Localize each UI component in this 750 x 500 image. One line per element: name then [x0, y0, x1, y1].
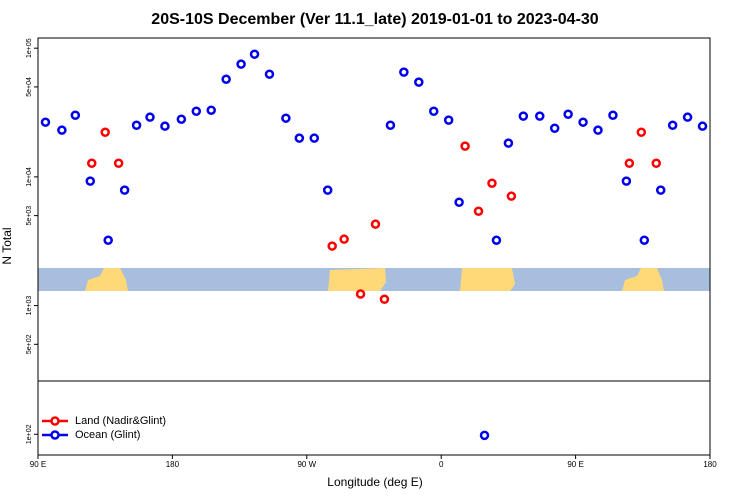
y-tick-label: 5e+02 — [26, 334, 33, 354]
legend-marker — [50, 430, 60, 440]
point — [479, 430, 490, 441]
point — [206, 105, 216, 115]
x-tick-label: 180 — [166, 460, 180, 469]
point — [443, 115, 454, 125]
point — [264, 69, 275, 79]
point — [414, 77, 424, 87]
point — [339, 234, 349, 244]
point — [503, 138, 514, 148]
point — [40, 117, 51, 127]
point — [636, 127, 647, 137]
point — [119, 185, 130, 195]
point — [621, 176, 632, 186]
point — [176, 114, 187, 124]
point — [379, 294, 390, 304]
y-axis-label: N Total — [0, 227, 14, 264]
point — [639, 235, 650, 245]
point — [535, 111, 545, 121]
point — [221, 74, 231, 84]
point — [428, 106, 439, 116]
point — [624, 158, 635, 169]
point — [399, 67, 409, 77]
point — [281, 113, 291, 123]
x-tick-label: 90 W — [297, 460, 316, 469]
x-tick-label: 90 E — [30, 460, 46, 469]
x-axis-label: Longitude (deg E) — [327, 475, 422, 489]
point — [236, 59, 246, 69]
x-tick-label: 90 E — [567, 460, 583, 469]
point — [608, 110, 618, 120]
map-band — [38, 268, 710, 291]
point — [667, 120, 678, 130]
point — [113, 158, 124, 169]
x-tick-label: 180 — [703, 460, 717, 469]
point — [87, 158, 97, 169]
point — [370, 219, 381, 229]
chart-title: 20S-10S December (Ver 11.1_late) 2019-01… — [151, 11, 599, 28]
point — [57, 125, 67, 135]
point — [322, 185, 333, 195]
y-tick-label: 5e+04 — [26, 77, 33, 97]
point — [85, 176, 96, 186]
point — [563, 109, 573, 119]
point — [454, 197, 464, 208]
point — [655, 185, 666, 195]
point — [355, 289, 366, 299]
point — [191, 106, 202, 116]
legend-label: Land (Nadir&Glint) — [75, 415, 166, 427]
plot-frame — [37, 37, 711, 456]
point — [385, 120, 396, 130]
point — [103, 235, 113, 245]
y-tick-label: 1e+04 — [26, 167, 33, 187]
point — [131, 120, 142, 130]
point — [460, 141, 470, 151]
x-tick-label: 0 — [439, 460, 444, 469]
y-tick-label: 1e+03 — [26, 296, 33, 316]
point — [697, 121, 708, 131]
y-tick-label: 5e+03 — [26, 206, 33, 226]
point — [309, 133, 320, 143]
point — [506, 191, 517, 201]
point — [473, 206, 484, 216]
legend-label: Ocean (Glint) — [75, 429, 140, 441]
point — [487, 178, 497, 188]
point — [160, 121, 170, 131]
point — [327, 241, 337, 251]
point — [249, 49, 260, 59]
point — [578, 117, 588, 127]
point — [682, 112, 693, 122]
point — [70, 110, 81, 120]
point — [518, 111, 529, 121]
point — [100, 127, 110, 137]
point — [549, 123, 560, 133]
y-tick-label: 1e+02 — [26, 424, 33, 444]
point — [491, 235, 502, 245]
point — [145, 112, 155, 122]
point — [294, 133, 305, 143]
y-tick-label: 1e+05 — [26, 38, 33, 58]
legend-marker — [50, 416, 60, 426]
point — [593, 125, 603, 135]
point — [651, 158, 661, 169]
